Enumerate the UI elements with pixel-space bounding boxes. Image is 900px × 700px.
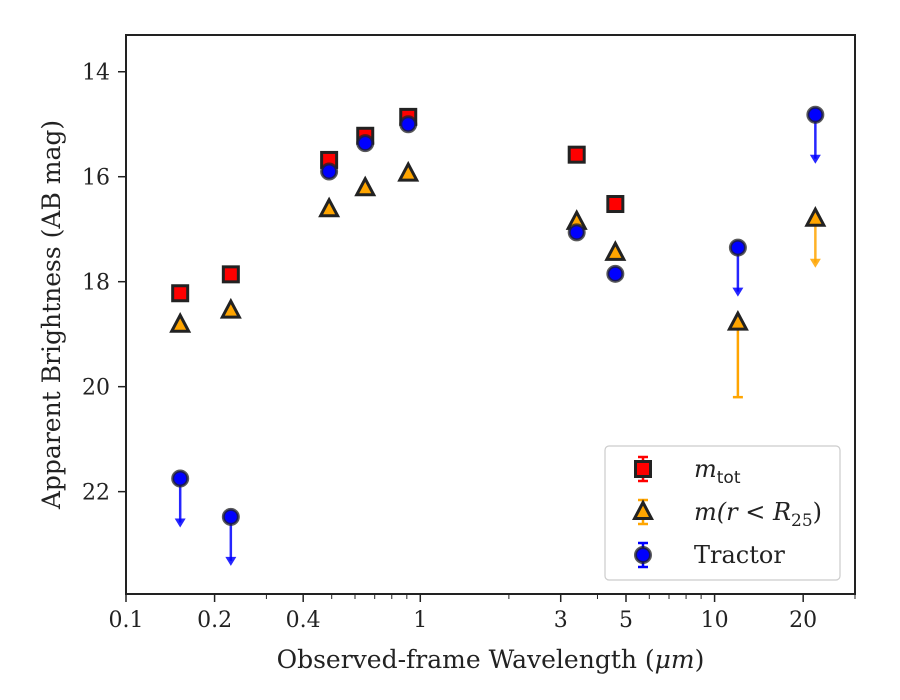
marker-triangle bbox=[169, 312, 192, 333]
data-point bbox=[567, 145, 586, 164]
data-point bbox=[171, 469, 190, 528]
data-point bbox=[221, 265, 240, 284]
data-point bbox=[320, 162, 339, 181]
marker-square bbox=[606, 195, 625, 214]
data-point bbox=[219, 297, 242, 319]
marker-circle bbox=[356, 134, 375, 153]
x-axis-label: Observed-frame Wavelength (μm) bbox=[277, 645, 705, 674]
axes-ticks: 0.1 0.2 0.4 1 3 5 10 20 14 16 18 20 22 bbox=[82, 61, 856, 633]
y-tick-label: 16 bbox=[82, 166, 110, 191]
data-point bbox=[606, 264, 625, 283]
marker-circle bbox=[606, 264, 625, 283]
marker-triangle bbox=[397, 160, 420, 182]
plot-frame bbox=[125, 34, 856, 595]
marker-triangle bbox=[632, 499, 654, 520]
legend-entry-mr25: m(r < R25) bbox=[632, 498, 822, 531]
x-axis-label-suffix: ) bbox=[695, 645, 705, 674]
data-point bbox=[221, 507, 240, 566]
marker-circle bbox=[320, 162, 339, 181]
marker-triangle bbox=[604, 240, 627, 261]
x-tick-label: 0.2 bbox=[197, 608, 232, 633]
legend-entry-tractor: Tractor bbox=[634, 541, 785, 569]
x-axis-label-unit: μm bbox=[655, 645, 695, 674]
legend-label: Tractor bbox=[694, 541, 785, 569]
data-point bbox=[604, 240, 627, 261]
y-tick-label: 18 bbox=[82, 271, 110, 296]
data-point bbox=[728, 238, 747, 297]
series-mtot bbox=[171, 107, 625, 303]
data-point bbox=[356, 134, 375, 153]
marker-square bbox=[634, 460, 652, 478]
upper-limit-head bbox=[809, 258, 821, 268]
y-tick-label: 20 bbox=[82, 376, 110, 401]
legend-label: m(r < R25) bbox=[694, 498, 822, 531]
upper-limit-head bbox=[225, 556, 237, 566]
data-point bbox=[606, 195, 625, 214]
marker-square bbox=[567, 145, 586, 164]
series-tractor bbox=[171, 105, 825, 566]
marker-circle bbox=[567, 223, 586, 242]
x-axis-label-prefix: Observed-frame Wavelength ( bbox=[277, 645, 655, 674]
legend-box bbox=[604, 445, 841, 581]
marker-triangle bbox=[726, 309, 749, 331]
x-tick-label: 0.4 bbox=[286, 608, 321, 633]
legend-entries: mtot m(r < R25) Tractor bbox=[632, 455, 822, 569]
legend-label-main: m bbox=[694, 455, 717, 483]
data-point bbox=[399, 115, 418, 134]
legend-label-main: m(r < R bbox=[694, 498, 791, 526]
marker-circle bbox=[806, 105, 825, 124]
legend-label: mtot bbox=[694, 455, 741, 488]
legend: mtot m(r < R25) Tractor bbox=[604, 445, 841, 581]
x-tick-label: 3 bbox=[554, 608, 568, 633]
marker-circle bbox=[221, 507, 240, 526]
marker-triangle bbox=[354, 175, 377, 197]
marker-circle bbox=[634, 546, 652, 564]
marker-square bbox=[221, 265, 240, 284]
marker-triangle bbox=[219, 297, 242, 319]
x-tick-label: 10 bbox=[701, 608, 729, 633]
data-point bbox=[318, 196, 341, 218]
marker-triangle bbox=[804, 206, 827, 227]
upper-limit-head bbox=[174, 518, 186, 528]
data-point bbox=[354, 175, 377, 197]
marker-circle bbox=[171, 469, 190, 488]
y-axis-label: Apparent Brightness (AB mag) bbox=[37, 120, 66, 510]
marker-circle bbox=[728, 238, 747, 257]
legend-entry-mtot: mtot bbox=[634, 455, 741, 488]
marker-circle bbox=[399, 115, 418, 134]
upper-limit-head bbox=[809, 154, 821, 164]
y-tick-label: 14 bbox=[82, 61, 110, 86]
marker-triangle bbox=[318, 196, 341, 218]
data-point bbox=[806, 105, 825, 164]
series-mr25 bbox=[169, 160, 827, 399]
x-tick-label: 1 bbox=[413, 608, 427, 633]
data-markers bbox=[169, 105, 827, 566]
data-point bbox=[567, 223, 586, 242]
legend-label-sub: tot bbox=[717, 468, 741, 488]
upper-limit-head bbox=[732, 287, 744, 297]
y-tick-label: 22 bbox=[82, 481, 110, 506]
data-point bbox=[397, 160, 420, 182]
x-tick-label: 20 bbox=[789, 608, 817, 633]
legend-label-main: Tractor bbox=[694, 541, 785, 569]
x-tick-label: 0.1 bbox=[109, 608, 144, 633]
marker-square bbox=[171, 284, 190, 303]
x-tick-label: 5 bbox=[619, 608, 633, 633]
data-point bbox=[169, 312, 192, 333]
legend-label-close: ) bbox=[813, 498, 822, 526]
legend-label-sub: 25 bbox=[791, 511, 813, 531]
data-point bbox=[171, 284, 190, 303]
data-point bbox=[726, 309, 749, 399]
data-point bbox=[804, 206, 827, 268]
